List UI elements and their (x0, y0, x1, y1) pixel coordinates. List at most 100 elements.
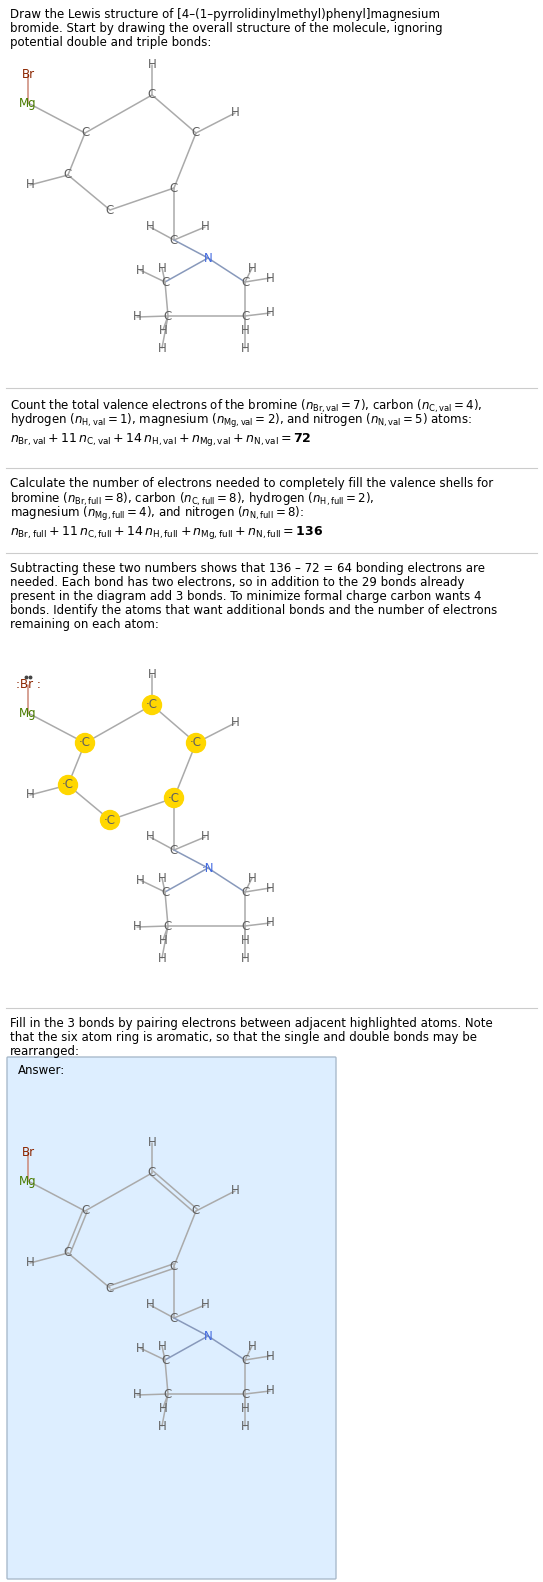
Text: Calculate the number of electrons needed to completely fill the valence shells f: Calculate the number of electrons needed… (10, 478, 493, 490)
Text: C: C (170, 843, 178, 856)
Text: Br: Br (21, 1147, 35, 1160)
Text: Mg: Mg (19, 97, 37, 109)
Text: :Br :: :Br : (16, 679, 40, 691)
Text: H: H (157, 872, 166, 884)
Text: H: H (266, 307, 274, 320)
Text: H: H (266, 881, 274, 894)
Text: H: H (26, 1256, 34, 1269)
Text: C: C (241, 1387, 249, 1400)
Text: H: H (200, 831, 210, 843)
Text: H: H (26, 788, 34, 802)
Text: H: H (241, 323, 249, 337)
Text: H: H (248, 1340, 256, 1353)
Text: H: H (200, 1299, 210, 1311)
Text: C: C (161, 1354, 169, 1367)
Text: H: H (157, 1340, 166, 1353)
Circle shape (165, 788, 184, 807)
Text: ·N: ·N (202, 862, 214, 875)
Text: H: H (159, 933, 167, 946)
Text: H: H (146, 1299, 154, 1311)
FancyBboxPatch shape (7, 1057, 336, 1579)
Text: C: C (241, 310, 249, 323)
Text: H: H (132, 310, 141, 323)
Text: C: C (192, 127, 200, 139)
Text: bonds. Identify the atoms that want additional bonds and the number of electrons: bonds. Identify the atoms that want addi… (10, 604, 497, 617)
Text: H: H (132, 921, 141, 933)
Text: Answer:: Answer: (18, 1065, 65, 1077)
Text: H: H (146, 831, 154, 843)
Text: H: H (136, 1342, 144, 1354)
Text: ·C: ·C (79, 737, 91, 750)
Text: C: C (106, 204, 114, 217)
Text: H: H (266, 1384, 274, 1397)
Text: C: C (64, 169, 72, 182)
Text: $n_{\rm Br,full}+11\,n_{\rm C,full}+14\,n_{\rm H,full}+n_{\rm Mg,full}+n_{\rm N,: $n_{\rm Br,full}+11\,n_{\rm C,full}+14\,… (10, 524, 323, 541)
Text: C: C (64, 1247, 72, 1259)
Text: H: H (148, 1136, 156, 1150)
Text: Subtracting these two numbers shows that 136 – 72 = 64 bonding electrons are: Subtracting these two numbers shows that… (10, 562, 485, 574)
Text: C: C (192, 1204, 200, 1218)
Text: ·C: ·C (190, 737, 202, 750)
Text: H: H (26, 179, 34, 191)
Text: C: C (164, 310, 172, 323)
Text: Mg: Mg (19, 1174, 37, 1188)
Circle shape (75, 734, 94, 753)
Text: C: C (241, 1354, 249, 1367)
Text: H: H (241, 933, 249, 946)
Text: H: H (248, 872, 256, 884)
Text: magnesium ($n_{\rm Mg,full}=4$), and nitrogen ($n_{\rm N,full}=8$):: magnesium ($n_{\rm Mg,full}=4$), and nit… (10, 505, 304, 524)
Circle shape (100, 810, 119, 829)
Text: C: C (81, 127, 89, 139)
Text: C: C (148, 1166, 156, 1180)
Text: that the six atom ring is aromatic, so that the single and double bonds may be: that the six atom ring is aromatic, so t… (10, 1031, 477, 1044)
Text: H: H (266, 916, 274, 930)
Text: H: H (241, 1419, 249, 1432)
Text: C: C (148, 89, 156, 101)
Text: C: C (170, 1259, 178, 1272)
Text: H: H (159, 1402, 167, 1414)
Text: bromine ($n_{\rm Br,full}=8$), carbon ($n_{\rm C,full}=8$), hydrogen ($n_{\rm H,: bromine ($n_{\rm Br,full}=8$), carbon ($… (10, 490, 375, 508)
Circle shape (186, 734, 205, 753)
Text: H: H (157, 951, 166, 965)
Text: H: H (132, 1389, 141, 1402)
Text: H: H (241, 951, 249, 965)
Text: $n_{\rm Br,val}+11\,n_{\rm C,val}+14\,n_{\rm H,val}+n_{\rm Mg,val}+n_{\rm N,val}: $n_{\rm Br,val}+11\,n_{\rm C,val}+14\,n_… (10, 430, 312, 448)
Text: ·C: ·C (104, 813, 116, 826)
Text: N: N (204, 1329, 212, 1343)
Text: H: H (231, 1185, 239, 1198)
Text: H: H (159, 323, 167, 337)
Text: H: H (136, 873, 144, 886)
Text: H: H (266, 1349, 274, 1362)
Text: H: H (248, 261, 256, 275)
Text: H: H (231, 717, 239, 729)
Text: potential double and triple bonds:: potential double and triple bonds: (10, 36, 211, 49)
Text: H: H (136, 264, 144, 277)
Text: H: H (157, 342, 166, 354)
Text: H: H (148, 669, 156, 682)
Text: Draw the Lewis structure of [4–(1–pyrrolidinylmethyl)phenyl]magnesium: Draw the Lewis structure of [4–(1–pyrrol… (10, 8, 440, 21)
Text: C: C (241, 919, 249, 932)
Text: C: C (164, 919, 172, 932)
Text: H: H (146, 220, 154, 234)
Text: C: C (170, 1311, 178, 1324)
Text: needed. Each bond has two electrons, so in addition to the 29 bonds already: needed. Each bond has two electrons, so … (10, 576, 464, 589)
Text: H: H (200, 220, 210, 234)
Text: H: H (266, 272, 274, 285)
Circle shape (142, 696, 161, 715)
Text: C: C (81, 1204, 89, 1218)
Text: Br: Br (21, 68, 35, 82)
Circle shape (59, 775, 78, 794)
Text: C: C (170, 234, 178, 247)
Text: H: H (231, 106, 239, 120)
Text: C: C (241, 886, 249, 899)
Text: present in the diagram add 3 bonds. To minimize formal charge carbon wants 4: present in the diagram add 3 bonds. To m… (10, 590, 482, 603)
Text: ·C: ·C (146, 699, 158, 712)
Text: bromide. Start by drawing the overall structure of the molecule, ignoring: bromide. Start by drawing the overall st… (10, 22, 443, 35)
Text: H: H (157, 1419, 166, 1432)
Text: N: N (204, 252, 212, 264)
Text: ·C: ·C (62, 778, 74, 791)
Text: Fill in the 3 bonds by pairing electrons between adjacent highlighted atoms. Not: Fill in the 3 bonds by pairing electrons… (10, 1017, 493, 1030)
Text: remaining on each atom:: remaining on each atom: (10, 619, 159, 631)
Text: C: C (161, 886, 169, 899)
Text: H: H (148, 59, 156, 71)
